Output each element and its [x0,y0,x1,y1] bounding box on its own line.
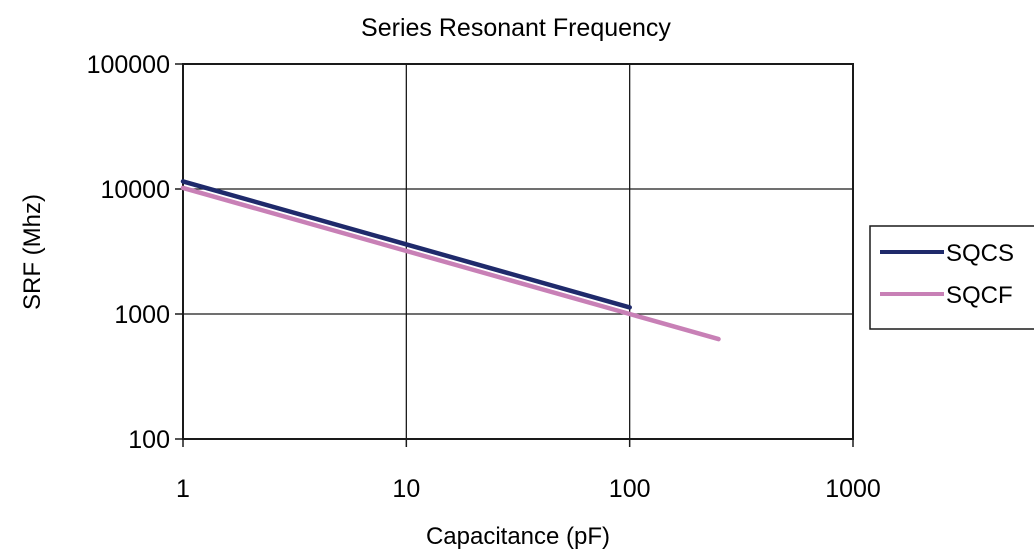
y-tick-label: 1000 [114,301,170,329]
legend-label-sqcf: SQCF [946,282,1013,309]
series-line-sqcs [180,179,632,310]
series-line-sqcf [180,185,721,342]
legend: SQCS SQCF [869,225,1034,330]
x-axis-title: Capacitance (pF) [426,523,610,550]
axis-ticks: 1 10 100 1000 100 1000 10000 100000 [87,51,881,503]
legend-box [869,225,1034,330]
x-tick-label: 100 [609,475,651,503]
y-tick-label: 10000 [100,176,170,204]
y-tick-label: 100 [128,426,170,454]
chart-title: Series Resonant Frequency [361,14,671,42]
y-tick-label: 100000 [87,51,170,79]
legend-label-sqcs: SQCS [946,240,1014,267]
y-axis-title: SRF (Mhz) [19,194,46,310]
x-tick-label: 1 [176,475,190,503]
x-tick-label: 10 [392,475,420,503]
series-lines [180,179,721,342]
plot-area [182,63,854,440]
x-tick-label: 1000 [825,475,881,503]
